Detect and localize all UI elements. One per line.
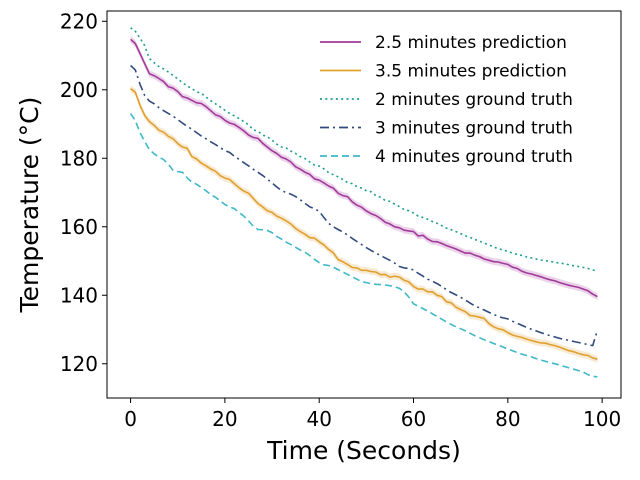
x-tick-label: 20 — [212, 407, 237, 431]
series-line-2 — [130, 88, 598, 361]
x-tick-label: 80 — [495, 407, 520, 431]
legend-entry-3: 2 minutes ground truth — [375, 90, 573, 110]
x-axis-label: Time (Seconds) — [266, 436, 461, 465]
legend: 2.5 minutes prediction 3.5 minutes predic… — [320, 33, 573, 167]
y-tick-label: 220 — [60, 9, 98, 33]
y-tick-label: 140 — [60, 283, 98, 307]
series-line-4 — [130, 64, 599, 347]
legend-entry-5: 4 minutes ground truth — [375, 147, 573, 167]
y-axis-ticks: 120 140 160 180 200 220 — [60, 9, 107, 376]
legend-entry-4: 3 minutes ground truth — [375, 119, 573, 139]
confidence-bands — [130, 36, 598, 363]
series-line-5 — [129, 112, 598, 378]
plot-frame — [106, 10, 622, 399]
series-line-1 — [130, 38, 598, 298]
series-lines — [129, 27, 599, 378]
x-tick-label: 100 — [583, 407, 621, 431]
x-tick-label: 60 — [401, 407, 426, 431]
y-tick-label: 160 — [60, 215, 98, 239]
x-tick-label: 40 — [306, 407, 331, 431]
x-axis-ticks: 0 20 40 60 80 100 — [124, 398, 621, 431]
legend-entry-2: 3.5 minutes prediction — [375, 62, 567, 82]
y-tick-label: 200 — [60, 78, 98, 102]
legend-entry-1: 2.5 minutes prediction — [375, 33, 567, 53]
y-tick-label: 180 — [60, 146, 98, 170]
x-tick-label: 0 — [124, 407, 137, 431]
y-tick-label: 120 — [60, 352, 98, 376]
y-axis-label: Temperature (°C) — [15, 97, 44, 314]
